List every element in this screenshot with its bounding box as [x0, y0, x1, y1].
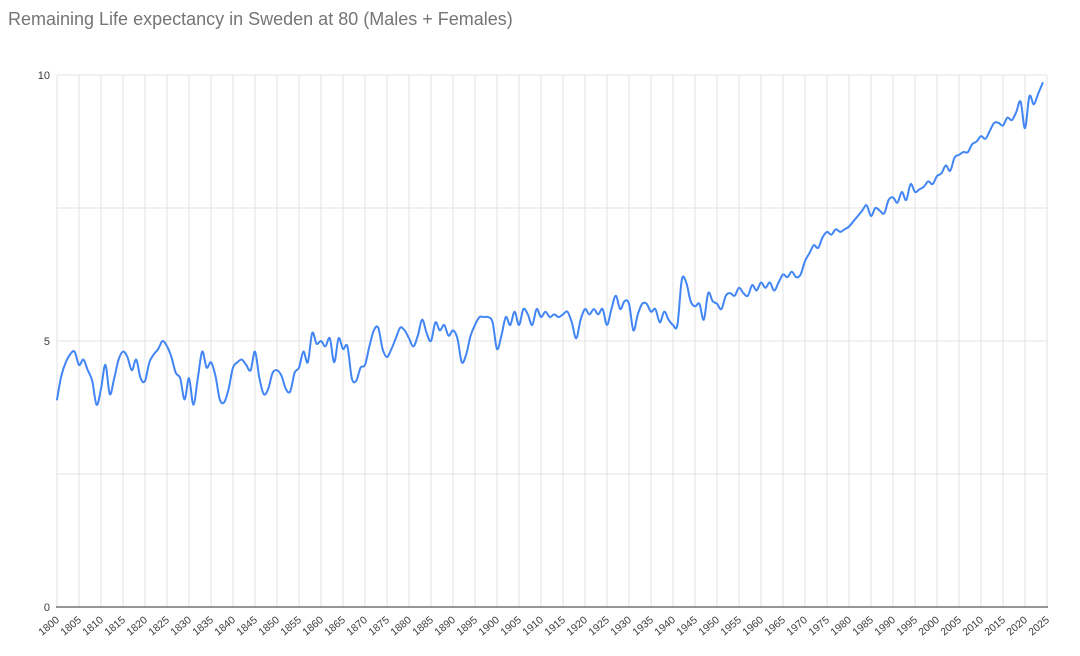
x-tick-label: 1840	[212, 614, 238, 638]
chart-title: Remaining Life expectancy in Sweden at 8…	[8, 9, 513, 29]
x-tick-label: 1990	[872, 614, 898, 638]
x-tick-label: 1815	[102, 614, 128, 638]
x-tick-label: 1835	[190, 614, 216, 638]
x-tick-label: 1810	[80, 614, 106, 638]
x-tick-label: 1825	[146, 614, 172, 638]
x-tick-label: 1970	[784, 614, 810, 638]
x-tick-label: 1820	[124, 614, 150, 638]
x-tick-label: 1865	[322, 614, 348, 638]
x-tick-label: 1945	[674, 614, 700, 638]
x-tick-label: 1995	[894, 614, 920, 638]
x-tick-label: 1870	[344, 614, 370, 638]
x-tick-label: 1975	[806, 614, 832, 638]
x-tick-label: 1950	[696, 614, 722, 638]
x-tick-label: 1900	[476, 614, 502, 638]
x-tick-label: 2010	[960, 614, 986, 638]
x-tick-label: 1885	[410, 614, 436, 638]
x-tick-label: 1915	[542, 614, 568, 638]
y-tick-label: 0	[44, 602, 50, 614]
x-tick-label: 1935	[630, 614, 656, 638]
x-tick-label: 1855	[278, 614, 304, 638]
x-tick-label: 1880	[388, 614, 414, 638]
x-tick-label: 1890	[432, 614, 458, 638]
x-tick-label: 1830	[168, 614, 194, 638]
x-tick-label: 1910	[520, 614, 546, 638]
x-tick-label: 1930	[608, 614, 634, 638]
x-tick-label: 2000	[916, 614, 942, 638]
y-tick-label: 10	[38, 70, 50, 82]
x-tick-label: 1860	[300, 614, 326, 638]
x-tick-label: 1845	[234, 614, 260, 638]
x-tick-label: 1985	[850, 614, 876, 638]
x-tick-label: 2020	[1004, 614, 1030, 638]
x-tick-label: 1800	[36, 614, 62, 638]
x-tick-label: 1875	[366, 614, 392, 638]
x-tick-label: 1805	[58, 614, 84, 638]
x-tick-label: 2005	[938, 614, 964, 638]
x-tick-label: 1940	[652, 614, 678, 638]
x-tick-label: 1960	[740, 614, 766, 638]
x-tick-label: 1980	[828, 614, 854, 638]
series-line	[56, 82, 1044, 406]
x-tick-label: 1850	[256, 614, 282, 638]
x-tick-label: 2015	[982, 614, 1008, 638]
x-tick-label: 2025	[1026, 614, 1052, 638]
x-tick-label: 1920	[564, 614, 590, 638]
x-tick-label: 1925	[586, 614, 612, 638]
x-tick-label: 1895	[454, 614, 480, 638]
x-tick-label: 1965	[762, 614, 788, 638]
x-tick-label: 1955	[718, 614, 744, 638]
x-tick-label: 1905	[498, 614, 524, 638]
y-tick-label: 5	[44, 336, 50, 348]
